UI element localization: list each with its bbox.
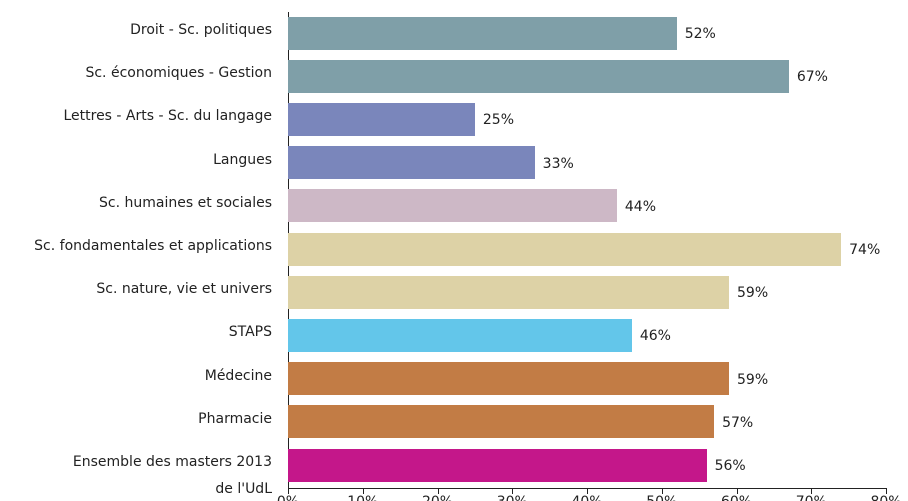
x-tick-label: 20% — [408, 494, 468, 501]
category-label: Médecine — [204, 367, 272, 384]
bar — [288, 275, 730, 309]
category-label: STAPS — [228, 324, 272, 341]
x-tick-label: 60% — [707, 494, 767, 501]
x-tick — [736, 488, 738, 494]
value-label: 52% — [684, 26, 716, 42]
x-tick — [437, 488, 439, 494]
category-label: Sc. nature, vie et univers — [96, 281, 272, 298]
x-tick — [811, 488, 813, 494]
bar — [288, 146, 535, 180]
category-label: Sc. humaines et sociales — [99, 194, 272, 211]
x-tick-label: 70% — [781, 494, 841, 501]
bar — [288, 318, 632, 352]
x-tick — [661, 488, 663, 494]
bar — [288, 102, 475, 136]
category-label: Sc. économiques - Gestion — [85, 65, 272, 82]
x-tick — [587, 488, 588, 494]
bar — [288, 16, 677, 50]
x-tick — [288, 488, 289, 494]
x-tick-label: 50% — [632, 494, 692, 501]
bar — [288, 232, 842, 266]
bar — [288, 448, 707, 482]
category-label: Pharmacie — [198, 410, 272, 427]
category-label: Langues — [213, 151, 272, 168]
bar — [288, 362, 730, 396]
bar — [288, 189, 617, 223]
value-label: 74% — [849, 242, 881, 258]
bar — [288, 59, 789, 93]
category-label: Lettres - Arts - Sc. du langage — [63, 108, 272, 125]
value-label: 57% — [722, 414, 754, 431]
bar — [288, 405, 715, 439]
x-tick-label: 10% — [333, 494, 393, 501]
value-label: 44% — [624, 198, 657, 215]
value-label: 59% — [737, 371, 769, 388]
x-tick-label: 80% — [856, 494, 908, 501]
x-tick-label: 30% — [482, 494, 542, 501]
category-label: Ensemble des masters 2013 de l'UdL — [72, 454, 272, 497]
x-tick — [886, 488, 887, 494]
category-label: Droit - Sc. politiques — [130, 22, 272, 38]
x-tick-label: 0% — [258, 494, 318, 501]
category-label: Sc. fondamentales et applications — [34, 238, 272, 254]
value-label: 46% — [639, 328, 671, 345]
value-label: 33% — [542, 155, 574, 172]
x-tick — [512, 488, 514, 494]
value-label: 56% — [714, 458, 746, 474]
x-tick — [362, 488, 364, 494]
x-tick-label: 40% — [557, 494, 617, 501]
value-label: 25% — [482, 112, 514, 129]
value-label: 59% — [737, 285, 769, 302]
value-label: 67% — [796, 69, 828, 86]
